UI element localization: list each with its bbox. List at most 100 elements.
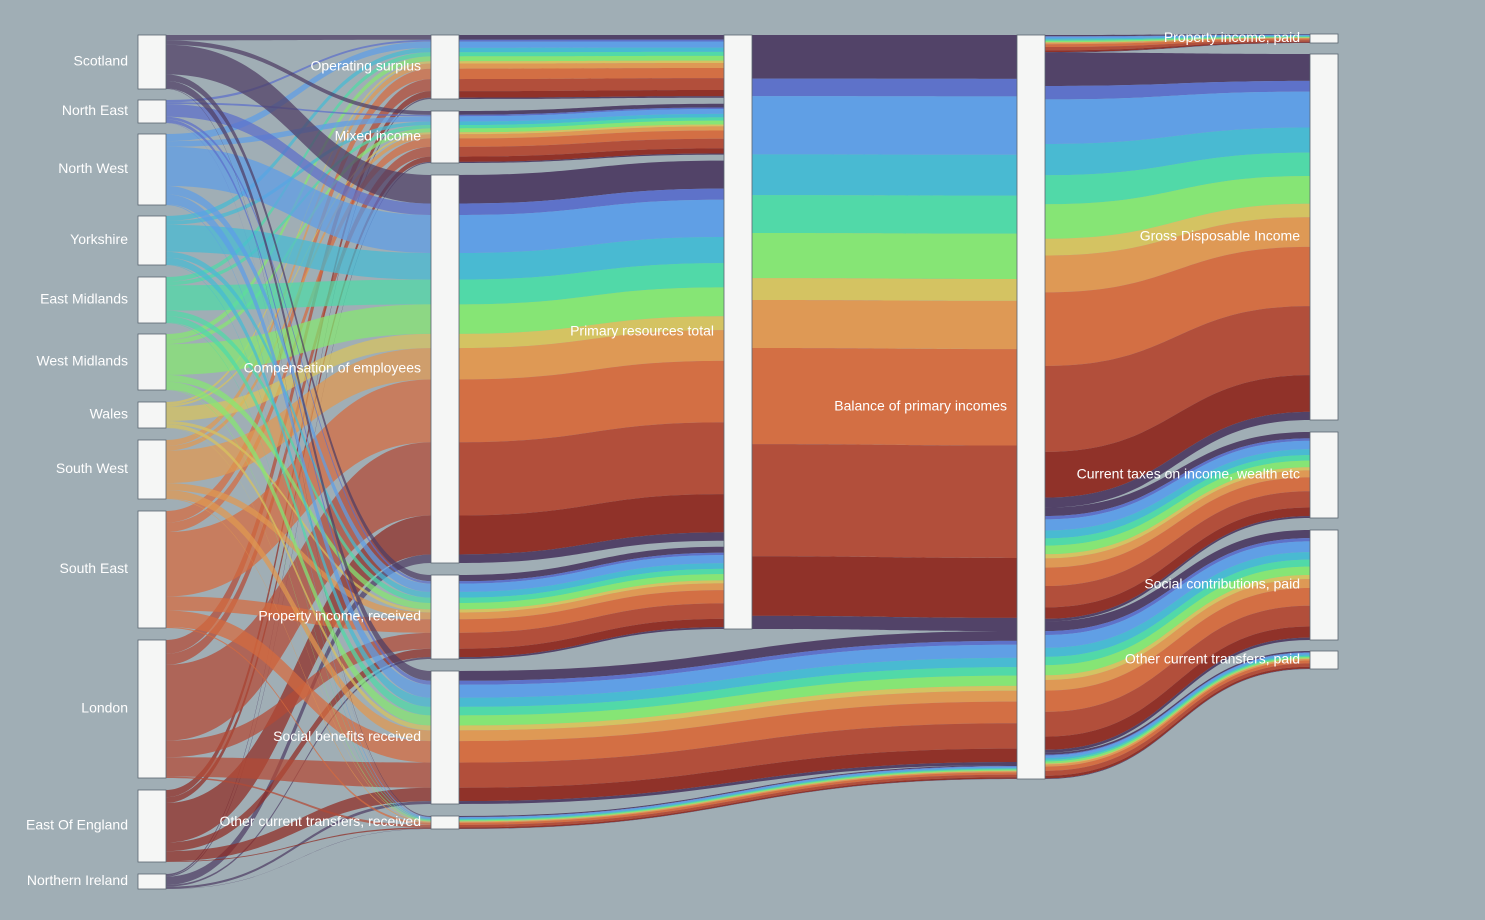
link-other-current-transfers-received-to-balance-of-primary-incomes — [459, 766, 1017, 819]
link-west-midlands-to-social-benefits-received — [166, 381, 431, 726]
link-scotland-to-other-current-transfers-received — [166, 88, 431, 817]
link-west-midlands-to-compensation-of-employees — [166, 304, 431, 375]
link-compensation-of-employees-to-primary-resources-total — [459, 494, 724, 555]
link-balance-of-primary-incomes-to-property-income-paid — [1045, 35, 1310, 40]
use-label-gross-disposable-income: Gross Disposable Income — [1140, 228, 1301, 244]
link-west-midlands-to-other-current-transfers-received — [166, 389, 431, 822]
link-london-to-property-income-received — [166, 632, 431, 758]
node-east-of-england — [137, 789, 167, 863]
node-west-midlands — [137, 333, 167, 391]
link-balance-of-primary-incomes-to-property-income-paid — [1045, 37, 1310, 43]
link-primary-resources-total-to-balance-of-primary-incomes — [752, 299, 1017, 350]
link-compensation-of-employees-to-primary-resources-total — [459, 422, 724, 516]
labels-layer: Scotland North East North West Yorkshire Eas… — [26, 29, 1300, 888]
income-label-property-income-received: Property income, received — [258, 608, 421, 624]
link-balance-of-primary-incomes-to-other-current-transfers-paid — [1045, 666, 1310, 779]
node-wales — [137, 401, 167, 429]
link-compensation-of-employees-to-primary-resources-total — [459, 360, 724, 443]
link-compensation-of-employees-to-primary-resources-total — [459, 199, 724, 253]
node-primary-resources-total — [723, 34, 753, 630]
node-northern-ireland — [137, 873, 167, 890]
region-label-north-west: North West — [58, 160, 128, 176]
link-social-benefits-received-to-balance-of-primary-incomes — [459, 675, 1017, 726]
link-property-income-received-to-primary-resources-total — [459, 583, 724, 620]
link-balance-of-primary-incomes-to-gross-disposable-income — [1045, 176, 1310, 239]
link-balance-of-primary-incomes-to-social-contributions-paid — [1045, 575, 1310, 681]
income-label-operating-surplus: Operating surplus — [310, 58, 421, 74]
nodes-layer — [137, 33, 1339, 890]
link-balance-of-primary-incomes-to-gross-disposable-income — [1045, 80, 1310, 100]
link-yorkshire-to-compensation-of-employees — [166, 224, 431, 280]
link-balance-of-primary-incomes-to-other-current-transfers-paid — [1045, 652, 1310, 759]
link-balance-of-primary-incomes-to-gross-disposable-income — [1045, 411, 1310, 508]
link-east-midlands-to-social-benefits-received — [166, 316, 431, 716]
link-east-of-england-to-social-benefits-received — [166, 787, 431, 862]
node-scotland — [137, 34, 167, 90]
link-balance-of-primary-incomes-to-gross-disposable-income — [1045, 375, 1310, 498]
node-east-midlands — [137, 276, 167, 324]
link-operating-surplus-to-primary-resources-total — [459, 90, 724, 98]
link-balance-of-primary-incomes-to-social-contributions-paid — [1045, 587, 1310, 712]
node-north-east — [137, 99, 167, 124]
link-operating-surplus-to-primary-resources-total — [459, 39, 724, 42]
link-other-current-transfers-received-to-balance-of-primary-incomes — [459, 765, 1017, 817]
link-east-midlands-to-compensation-of-employees — [166, 279, 431, 311]
link-balance-of-primary-incomes-to-social-contributions-paid — [1045, 566, 1310, 676]
link-balance-of-primary-incomes-to-social-contributions-paid — [1045, 626, 1310, 750]
link-north-east-to-operating-surplus — [166, 39, 431, 103]
node-social-benefits-received — [430, 670, 460, 805]
link-social-benefits-received-to-balance-of-primary-incomes — [459, 631, 1017, 681]
link-balance-of-primary-incomes-to-gross-disposable-income — [1045, 246, 1310, 366]
link-balance-of-primary-incomes-to-social-contributions-paid — [1045, 605, 1310, 737]
link-mixed-income-to-primary-resources-total — [459, 124, 724, 135]
link-balance-of-primary-incomes-to-gross-disposable-income — [1045, 52, 1310, 86]
link-balance-of-primary-incomes-to-gross-disposable-income — [1045, 91, 1310, 144]
region-label-south-west: South West — [56, 460, 128, 476]
use-label-social-contributions-paid: Social contributions, paid — [1144, 576, 1300, 592]
node-other-current-transfers-received — [430, 815, 460, 830]
link-balance-of-primary-incomes-to-social-contributions-paid — [1045, 530, 1310, 632]
link-balance-of-primary-incomes-to-property-income-paid — [1045, 34, 1310, 37]
link-operating-surplus-to-primary-resources-total — [459, 51, 724, 57]
link-other-current-transfers-received-to-balance-of-primary-incomes — [459, 766, 1017, 818]
link-primary-resources-total-to-balance-of-primary-incomes — [752, 278, 1017, 301]
link-balance-of-primary-incomes-to-other-current-transfers-paid — [1045, 654, 1310, 760]
link-balance-of-primary-incomes-to-current-taxes-on-income-wealth-etc — [1045, 460, 1310, 555]
link-south-west-to-social-benefits-received — [166, 490, 431, 742]
link-south-east-to-other-current-transfers-received — [166, 626, 431, 825]
link-primary-resources-total-to-balance-of-primary-incomes — [752, 615, 1017, 631]
link-balance-of-primary-incomes-to-social-contributions-paid — [1045, 552, 1310, 657]
node-property-income-paid — [1309, 33, 1339, 44]
link-east-of-england-to-other-current-transfers-received — [166, 827, 431, 862]
link-other-current-transfers-received-to-balance-of-primary-incomes — [459, 774, 1017, 828]
link-other-current-transfers-received-to-balance-of-primary-incomes — [459, 769, 1017, 822]
link-balance-of-primary-incomes-to-other-current-transfers-paid — [1045, 668, 1310, 779]
link-balance-of-primary-incomes-to-social-contributions-paid — [1045, 559, 1310, 666]
link-balance-of-primary-incomes-to-property-income-paid — [1045, 41, 1310, 53]
link-balance-of-primary-incomes-to-gross-disposable-income — [1045, 217, 1310, 293]
link-operating-surplus-to-primary-resources-total — [459, 68, 724, 80]
link-south-west-to-other-current-transfers-received — [166, 498, 431, 823]
use-label-other-current-transfers-paid: Other current transfers, paid — [1125, 651, 1300, 667]
link-compensation-of-employees-to-primary-resources-total — [459, 330, 724, 380]
node-property-income-received — [430, 574, 460, 660]
link-scotland-to-operating-surplus — [166, 35, 431, 41]
link-operating-surplus-to-primary-resources-total — [459, 35, 724, 40]
link-social-benefits-received-to-balance-of-primary-incomes — [459, 701, 1017, 763]
link-primary-resources-total-to-balance-of-primary-incomes — [752, 556, 1017, 618]
link-property-income-received-to-primary-resources-total — [459, 580, 724, 613]
link-operating-surplus-to-primary-resources-total — [459, 78, 724, 92]
link-mixed-income-to-primary-resources-total — [459, 126, 724, 139]
link-social-benefits-received-to-balance-of-primary-incomes — [459, 748, 1017, 802]
link-mixed-income-to-primary-resources-total — [459, 117, 724, 129]
link-compensation-of-employees-to-primary-resources-total — [459, 160, 724, 204]
link-social-benefits-received-to-balance-of-primary-incomes — [459, 685, 1017, 731]
link-balance-of-primary-incomes-to-other-current-transfers-paid — [1045, 659, 1310, 767]
income-label-compensation-of-employees: Compensation of employees — [244, 360, 421, 376]
link-balance-of-primary-incomes-to-other-current-transfers-paid — [1045, 651, 1310, 755]
region-label-east-of-england: East Of England — [26, 817, 128, 833]
link-operating-surplus-to-primary-resources-total — [459, 62, 724, 69]
link-balance-of-primary-incomes-to-gross-disposable-income — [1045, 152, 1310, 205]
link-balance-of-primary-incomes-to-social-contributions-paid — [1045, 538, 1310, 635]
link-other-current-transfers-received-to-balance-of-primary-incomes — [459, 771, 1017, 823]
